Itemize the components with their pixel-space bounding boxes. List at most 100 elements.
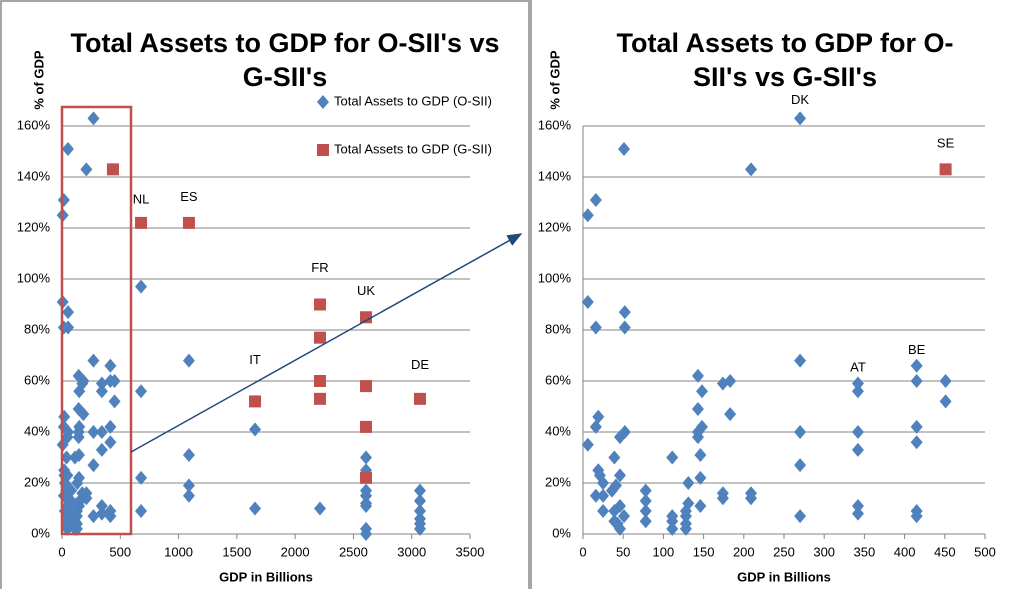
diamond-marker bbox=[313, 501, 326, 516]
square-marker bbox=[360, 380, 373, 393]
diamond-marker bbox=[413, 483, 426, 498]
y-tick-label: 100% bbox=[17, 270, 51, 285]
diamond-marker bbox=[95, 506, 108, 521]
diamond-marker bbox=[182, 447, 195, 462]
x-tick-label: 300 bbox=[813, 544, 835, 559]
y-tick-label: 160% bbox=[17, 117, 51, 132]
x-tick-label: 400 bbox=[894, 544, 916, 559]
x-tick-label: 0 bbox=[579, 544, 586, 559]
diamond-marker bbox=[182, 488, 195, 503]
diamond-marker bbox=[794, 111, 807, 126]
diamond-marker bbox=[851, 498, 864, 513]
diamond-marker bbox=[413, 521, 426, 536]
diamond-marker bbox=[794, 425, 807, 439]
diamond-marker bbox=[910, 358, 923, 373]
x-axis-label: GDP in Billions bbox=[219, 569, 313, 584]
diamond-marker bbox=[613, 430, 626, 445]
diamond-marker bbox=[87, 111, 100, 126]
diamond-marker bbox=[73, 470, 86, 485]
diamond-marker bbox=[70, 516, 83, 531]
chart-title: Total Assets to GDP for O-SII's vs G-SII… bbox=[70, 28, 500, 92]
diamond-marker bbox=[360, 488, 373, 503]
y-tick-label: 140% bbox=[538, 168, 572, 183]
y-tick-label: 80% bbox=[545, 321, 571, 336]
y-tick-label: 120% bbox=[538, 219, 572, 234]
diamond-marker bbox=[61, 430, 74, 445]
diamond-marker bbox=[666, 514, 679, 529]
y-tick-label: 60% bbox=[24, 372, 50, 387]
diamond-marker bbox=[939, 374, 952, 388]
diamond-marker bbox=[851, 442, 864, 457]
diamond-marker bbox=[95, 498, 108, 513]
x-axis-label: GDP in Billions bbox=[737, 569, 831, 584]
square-marker bbox=[313, 392, 326, 405]
diamond-marker bbox=[413, 504, 426, 519]
diamond-marker bbox=[95, 442, 108, 457]
diamond-marker bbox=[694, 470, 707, 485]
y-tick-label: 20% bbox=[545, 474, 571, 489]
diamond-marker bbox=[910, 435, 923, 450]
square-marker bbox=[182, 216, 195, 229]
y-tick-label: 0% bbox=[31, 525, 50, 540]
diamond-marker bbox=[910, 374, 923, 388]
y-tick-label: 100% bbox=[538, 270, 572, 285]
x-tick-label: 150 bbox=[693, 544, 715, 559]
diamond-marker bbox=[618, 509, 631, 524]
diamond-marker bbox=[413, 493, 426, 508]
diamond-marker bbox=[360, 498, 373, 513]
diamond-marker bbox=[104, 435, 117, 450]
diamond-marker bbox=[939, 394, 952, 409]
annotation: BE bbox=[908, 342, 926, 357]
annotation: FR bbox=[311, 260, 328, 275]
diamond-marker bbox=[249, 501, 262, 516]
square-marker bbox=[313, 298, 326, 311]
diamond-marker bbox=[108, 374, 121, 388]
x-tick-label: 350 bbox=[854, 544, 876, 559]
diamond-marker bbox=[87, 353, 100, 368]
square-marker bbox=[317, 144, 329, 156]
diamond-marker bbox=[682, 476, 695, 490]
diamond-marker bbox=[679, 516, 692, 531]
square-marker bbox=[360, 311, 373, 324]
square-marker bbox=[413, 392, 426, 405]
diamond-marker bbox=[108, 394, 121, 409]
diamond-marker bbox=[639, 483, 652, 498]
diamond-marker bbox=[745, 162, 758, 177]
y-tick-label: 40% bbox=[545, 423, 571, 438]
x-tick-label: 200 bbox=[733, 544, 755, 559]
square-marker bbox=[106, 163, 119, 176]
diamond-marker bbox=[95, 384, 108, 399]
diamond-marker bbox=[794, 353, 807, 368]
diamond-marker bbox=[851, 384, 864, 399]
diamond-marker bbox=[613, 498, 626, 513]
diamond-marker bbox=[87, 458, 100, 473]
annotation: DK bbox=[791, 92, 809, 107]
diamond-marker bbox=[61, 141, 74, 156]
annotation: DE bbox=[411, 357, 429, 372]
square-marker bbox=[135, 216, 148, 229]
x-tick-label: 2000 bbox=[281, 544, 310, 559]
chart-title: Total Assets to GDP for O-SII's vs G-SII… bbox=[616, 28, 954, 92]
left-panel-frame bbox=[0, 0, 530, 589]
diamond-marker bbox=[182, 353, 195, 368]
diamond-marker bbox=[589, 488, 602, 503]
x-tick-label: 1000 bbox=[164, 544, 193, 559]
diamond-marker bbox=[95, 425, 108, 439]
square-marker bbox=[939, 163, 952, 176]
y-tick-label: 120% bbox=[17, 219, 51, 234]
diamond-marker bbox=[609, 478, 622, 493]
diamond-marker bbox=[135, 470, 148, 485]
diamond-marker bbox=[360, 450, 373, 465]
diamond-marker bbox=[794, 509, 807, 524]
diamond-marker bbox=[597, 476, 610, 490]
diamond-marker bbox=[135, 279, 148, 294]
diamond-marker bbox=[666, 450, 679, 465]
y-tick-label: 140% bbox=[17, 168, 51, 183]
diamond-marker bbox=[182, 478, 195, 493]
diamond-marker bbox=[695, 384, 708, 399]
diamond-marker bbox=[691, 368, 704, 383]
diamond-marker bbox=[724, 407, 737, 422]
diamond-marker bbox=[57, 192, 70, 207]
diamond-marker bbox=[691, 402, 704, 417]
